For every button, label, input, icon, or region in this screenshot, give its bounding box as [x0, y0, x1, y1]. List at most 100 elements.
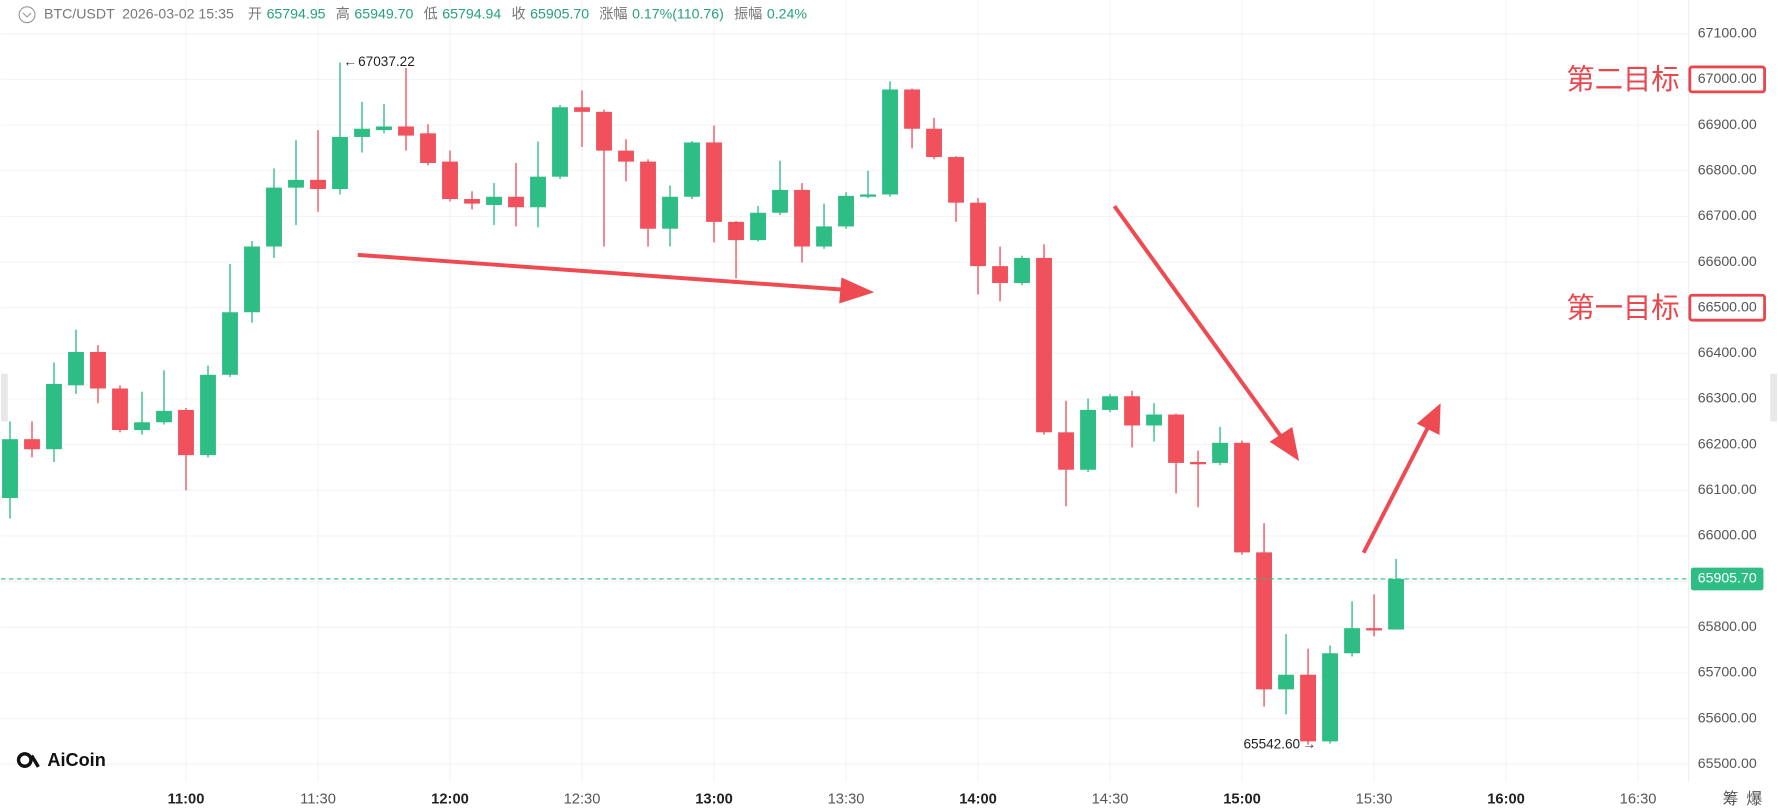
candle-body [530, 176, 546, 208]
candle-body [332, 136, 348, 189]
grid [0, 0, 1689, 782]
arrow-head [1269, 427, 1300, 462]
candle-body [904, 89, 920, 129]
header-value: 65905.70 [530, 5, 589, 21]
candle-body [596, 111, 612, 151]
price-box [1690, 567, 1764, 591]
high-arrow: ← [343, 54, 357, 69]
candle-body [1058, 432, 1074, 470]
candle-body [266, 187, 282, 247]
arrow-head [839, 277, 875, 304]
x-tick-label: 12:00 [431, 792, 469, 808]
candle-body [970, 202, 986, 267]
y-tick-label: 65600.00 [1698, 709, 1757, 725]
side-button[interactable]: 筹 [1723, 790, 1739, 808]
candle-body [992, 266, 1008, 284]
candle-body [662, 196, 678, 229]
header-label: 开 [248, 5, 262, 21]
x-tick-label: 16:00 [1487, 792, 1525, 808]
symbol: BTC/USDT [44, 5, 115, 21]
candle-body [882, 89, 898, 195]
candle-body [1366, 628, 1382, 631]
price-label: 65905.70 [1698, 570, 1757, 586]
candle-body [68, 351, 84, 386]
header-label: 收 [511, 5, 525, 21]
candle-body [948, 157, 964, 203]
candle-body [618, 150, 634, 162]
candle-body [508, 196, 524, 208]
target-box [1688, 65, 1766, 94]
x-tick-label: 12:30 [564, 792, 601, 808]
candle-body [112, 388, 128, 431]
y-tick-label: 66500.00 [1698, 298, 1757, 314]
candle-body [442, 161, 458, 200]
candle-body [728, 221, 744, 241]
candle-body [1036, 257, 1052, 433]
y-tick-label: 66000.00 [1698, 527, 1757, 543]
y-tick-label: 65800.00 [1698, 618, 1757, 634]
candle-body [354, 128, 370, 137]
y-tick-label: 67100.00 [1698, 25, 1757, 41]
y-tick-label: 66900.00 [1698, 116, 1757, 132]
low-arrow: → [1302, 736, 1316, 751]
target-label: 第二目标 [1566, 63, 1679, 95]
x-tick-label: 15:00 [1223, 792, 1261, 808]
candle-body [376, 126, 392, 131]
y-tick-label: 65500.00 [1698, 755, 1757, 771]
side-button[interactable]: 爆 [1746, 789, 1762, 808]
logo: AiCoin [47, 750, 105, 770]
logo-icon [16, 752, 40, 768]
candle-body [1014, 257, 1030, 284]
y-tick-label: 66700.00 [1698, 207, 1757, 223]
header-value: 65794.95 [267, 5, 326, 21]
candle-body [178, 409, 194, 456]
y-tick-label: 65700.00 [1698, 664, 1757, 680]
candle-body [772, 189, 788, 213]
candle-body [486, 196, 502, 205]
y-tick-label: 67000.00 [1698, 70, 1757, 86]
candle-body [464, 199, 480, 204]
collapse-icon[interactable] [18, 6, 36, 24]
target-box [1688, 293, 1766, 322]
candle-body [46, 383, 62, 450]
y-tick-label: 66400.00 [1698, 344, 1757, 360]
x-tick-label: 16:30 [1620, 792, 1657, 808]
datetime: 2026-03-02 15:35 [122, 5, 234, 21]
x-tick-label: 11:00 [168, 792, 205, 808]
x-tick-label: 15:30 [1356, 792, 1393, 808]
edge-tab[interactable] [0, 373, 8, 422]
candle-body [838, 195, 854, 227]
candle-body [310, 179, 326, 189]
arrow [357, 252, 849, 292]
header-label: 涨幅 [599, 5, 627, 21]
candle-body [2, 439, 18, 499]
edge-tab[interactable] [1770, 373, 1778, 422]
low-label: 65542.60 [1243, 736, 1300, 751]
candle-body [1124, 396, 1140, 426]
candle-body [574, 107, 590, 112]
candle-body [420, 133, 436, 163]
candle-body [706, 142, 722, 222]
y-tick-label: 66100.00 [1698, 481, 1757, 497]
header-value: 65949.70 [354, 5, 413, 21]
annotation-arrows [357, 204, 1441, 554]
y-tick-label: 66200.00 [1698, 435, 1757, 451]
candle-body [1212, 442, 1228, 463]
candles [2, 62, 1404, 745]
candle-body [1234, 442, 1250, 553]
candle-body [1146, 414, 1162, 426]
candle-body [398, 126, 414, 136]
candle-body [926, 128, 942, 158]
candle-body [134, 422, 150, 431]
x-tick-label: 13:30 [828, 792, 865, 808]
candle-body [750, 212, 766, 241]
high-label: 67037.22 [358, 54, 415, 69]
arrow-head [1416, 403, 1441, 435]
candle-body [640, 161, 656, 229]
candle-body [156, 410, 172, 423]
candle-body [1322, 653, 1338, 742]
candle-body [1190, 461, 1206, 465]
candle-body [1278, 674, 1294, 690]
